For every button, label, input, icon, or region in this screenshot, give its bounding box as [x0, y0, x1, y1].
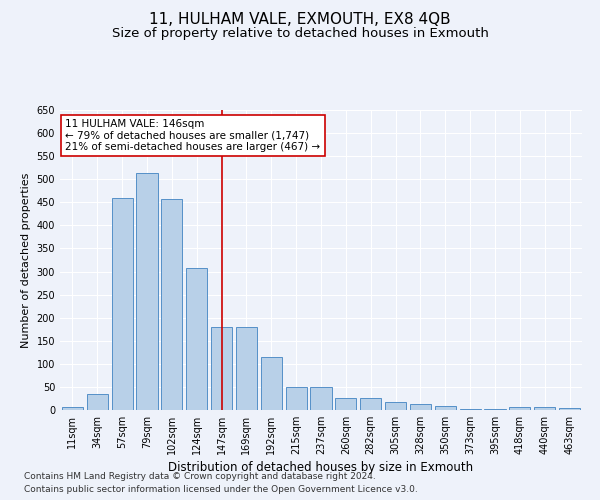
- X-axis label: Distribution of detached houses by size in Exmouth: Distribution of detached houses by size …: [169, 461, 473, 474]
- Text: Contains HM Land Registry data © Crown copyright and database right 2024.: Contains HM Land Registry data © Crown c…: [24, 472, 376, 481]
- Bar: [534, 407, 555, 410]
- Bar: [385, 402, 406, 410]
- Bar: [509, 407, 530, 410]
- Bar: [410, 404, 431, 410]
- Bar: [87, 394, 108, 410]
- Bar: [335, 398, 356, 410]
- Bar: [261, 357, 282, 410]
- Bar: [62, 407, 83, 410]
- Bar: [484, 408, 506, 410]
- Bar: [161, 199, 182, 410]
- Bar: [186, 268, 207, 410]
- Bar: [360, 398, 381, 410]
- Bar: [310, 387, 332, 410]
- Bar: [286, 387, 307, 410]
- Text: 11 HULHAM VALE: 146sqm
← 79% of detached houses are smaller (1,747)
21% of semi-: 11 HULHAM VALE: 146sqm ← 79% of detached…: [65, 119, 320, 152]
- Text: Size of property relative to detached houses in Exmouth: Size of property relative to detached ho…: [112, 28, 488, 40]
- Text: 11, HULHAM VALE, EXMOUTH, EX8 4QB: 11, HULHAM VALE, EXMOUTH, EX8 4QB: [149, 12, 451, 28]
- Bar: [460, 408, 481, 410]
- Bar: [435, 406, 456, 410]
- Text: Contains public sector information licensed under the Open Government Licence v3: Contains public sector information licen…: [24, 485, 418, 494]
- Bar: [112, 198, 133, 410]
- Bar: [559, 408, 580, 410]
- Bar: [236, 327, 257, 410]
- Bar: [136, 173, 158, 410]
- Bar: [211, 327, 232, 410]
- Y-axis label: Number of detached properties: Number of detached properties: [21, 172, 31, 348]
